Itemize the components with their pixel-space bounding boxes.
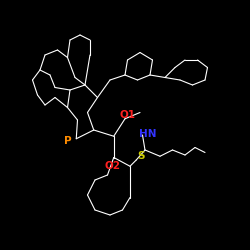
Text: HN: HN	[139, 129, 156, 139]
Text: O1: O1	[120, 110, 136, 120]
Text: O2: O2	[104, 161, 120, 171]
Text: P: P	[64, 136, 71, 146]
Text: S: S	[138, 151, 145, 161]
